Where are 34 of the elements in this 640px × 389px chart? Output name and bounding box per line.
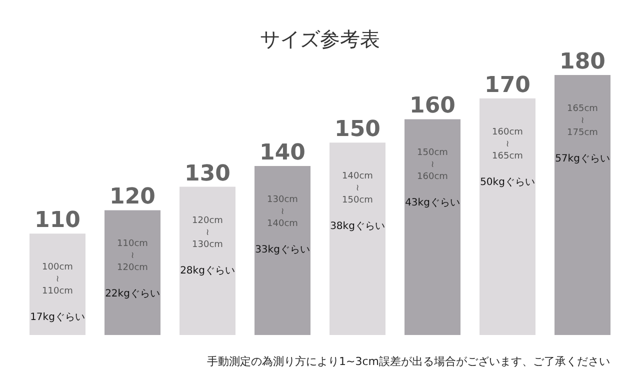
annotation: 140cm ≀ 150cm [342,172,373,206]
x-tick-label: 110 [34,208,80,234]
annotation: 130cm ≀ 140cm [267,195,298,229]
annotation: 160cm ≀ 165cm [492,127,523,162]
x-tick-label: 180 [560,50,606,74]
annotation: 100cm ≀ 110cm [42,262,73,297]
bar [180,186,236,335]
annotation: 120cm ≀ 130cm [192,216,223,250]
x-tick-label: 120 [110,184,156,210]
annotation: 38kgぐらい [330,221,385,232]
x-tick-label: 170 [484,72,530,98]
annotation: 110cm ≀ 120cm [117,239,148,274]
chart-title: サイズ参考表 [260,27,380,51]
annotation: 33kgぐらい [255,244,310,256]
bar [104,210,160,335]
annotation: 43kgぐらい [405,198,460,209]
x-tick-label: 150 [334,117,380,142]
bar [404,119,460,335]
annotation: 165cm ≀ 175cm [567,104,598,138]
bar [480,98,536,335]
bar [30,234,86,335]
text: 手動測定の為測り方により1~3cm誤差が出る場合がございます、ご了承ください [207,355,610,368]
annotation: 22kgぐらい [105,288,160,300]
bar [254,166,310,335]
annotation: 28kgぐらい [180,265,235,276]
bar [330,142,386,335]
annotation: 50kgぐらい [480,176,535,188]
annotation: 150cm ≀ 160cm [417,148,448,182]
annotation: 17kgぐらい [30,312,85,324]
annotation: 57kgぐらい [555,154,610,164]
x-tick-label: 130 [184,161,230,186]
x-tick-label: 160 [410,94,456,119]
bar [554,75,610,335]
x-tick-label: 140 [260,140,306,166]
